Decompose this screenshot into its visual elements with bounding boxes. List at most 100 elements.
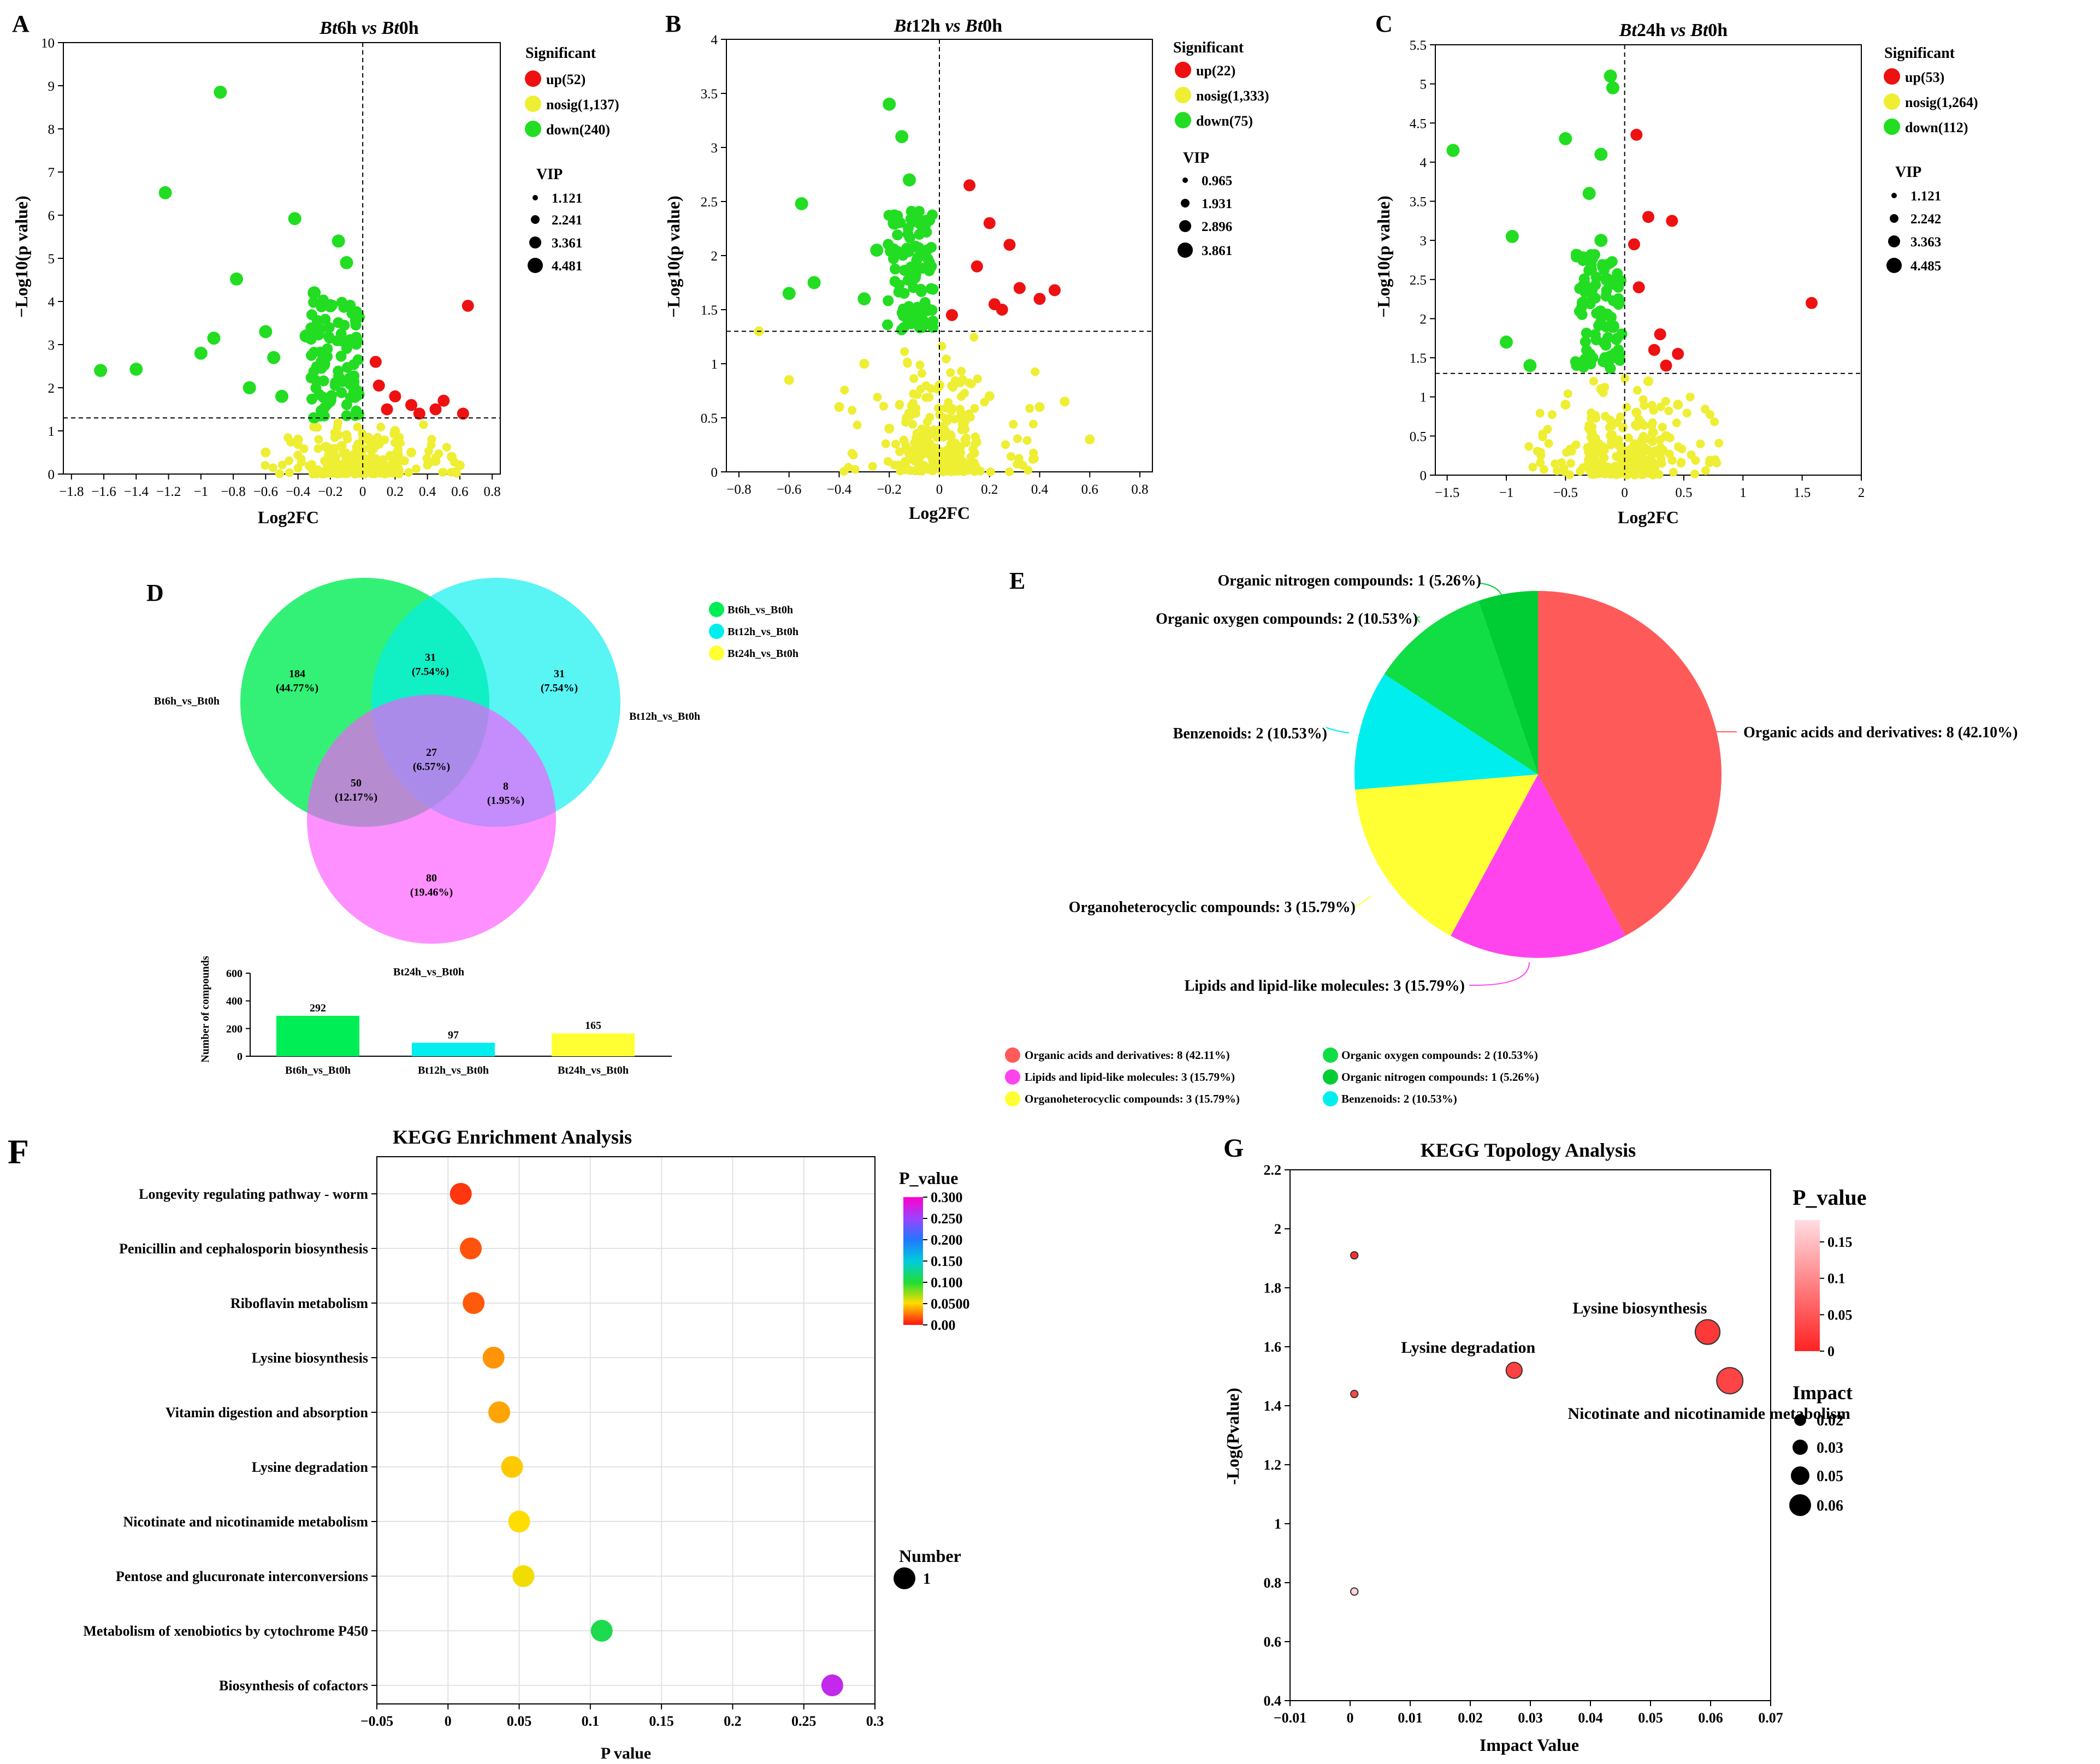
volcano-a-point-nosig [341, 456, 350, 465]
kegg-enrichment-xtick-label: −0.05 [360, 1713, 393, 1729]
legend-c-down-swatch [1884, 119, 1900, 135]
volcano-c-point-nosig [1685, 392, 1695, 401]
kegg-topology-colorbar-label: 0 [1827, 1343, 1835, 1359]
volcano-c-point-nosig [1648, 418, 1657, 427]
kegg-enrichment-colorbar-label: 0.200 [931, 1232, 963, 1248]
volcano-c-point-nosig [1641, 461, 1650, 471]
volcano-b-point-nosig [850, 465, 860, 474]
volcano-c-point-nosig [1701, 404, 1710, 413]
kegg-topology-xtick-label: −0.01 [1274, 1710, 1306, 1726]
volcano-a-point-down [275, 389, 288, 403]
volcano-c-point-down [1446, 144, 1460, 157]
volcano-c-point-nosig [1591, 411, 1600, 420]
pie-legend-benzenoids: Benzenoids: 2 (10.53%) [1341, 1092, 1457, 1105]
volcano-b-point-nosig [895, 400, 904, 410]
legend-a-vip-2: 2.241 [552, 213, 582, 228]
volcano-a-point-up [462, 299, 474, 312]
venn-legend-bt12h-swatch [709, 624, 724, 639]
volcano-a-ytick-label: 9 [48, 79, 55, 94]
volcano-b-point-down [904, 232, 915, 244]
volcano-b-point-nosig [879, 401, 888, 411]
kegg-enrichment-point [482, 1347, 505, 1369]
kegg-topology-frame [1289, 1169, 1771, 1701]
volcano-a-point-nosig [377, 467, 386, 476]
volcano-a-point-nosig [293, 434, 303, 445]
volcano-b-point-nosig [839, 467, 849, 476]
venn-legend-bt24h-swatch [709, 646, 724, 661]
pie-label-lipids: Lipids and lipid-like molecules: 3 (15.7… [1185, 978, 1465, 995]
volcano-c-point-nosig [1578, 463, 1588, 472]
pie-leaders [1326, 583, 1737, 986]
volcano-b-point-nosig [891, 440, 900, 449]
pie-legend-organoheterocyclic: Organoheterocyclic compounds: 3 (15.79%) [1025, 1092, 1240, 1105]
volcano-b-ytick-label: 2 [711, 249, 718, 264]
volcano-c-point-down [1582, 187, 1596, 200]
volcano-b-point-nosig [912, 435, 921, 445]
pie-label-acids: Organic acids and derivatives: 8 (42.10%… [1743, 724, 2018, 741]
volcano-a-point-down [332, 234, 345, 248]
volcano-c-ytick-label: 1.5 [1410, 351, 1427, 366]
bar-category-label: Bt24h_vs_Bt0h [558, 1064, 629, 1076]
legend-b-vip-dot-4 [1178, 242, 1193, 258]
volcano-c-ytick-label: 1 [1420, 390, 1427, 405]
volcano-a-legend: Significant up(52) nosig(1,137) down(240… [525, 45, 619, 274]
volcano-c-point-down [1606, 319, 1619, 333]
volcano-a-point-nosig [404, 468, 413, 477]
kegg-topology-chart: KEGG Topology Analysis −0.01 0 0.01 0.02 0.0… [1223, 1139, 1867, 1755]
legend-b-up-swatch [1175, 62, 1191, 78]
volcano-c-point-nosig [1665, 449, 1674, 459]
volcano-a-point-nosig [364, 433, 373, 442]
volcano-c-point-down [1505, 230, 1519, 244]
volcano-b-point-nosig [938, 467, 948, 476]
kegg-topology-ytick-label: 0.4 [1264, 1693, 1282, 1709]
volcano-b-point-nosig [902, 446, 911, 455]
volcano-b-point-nosig [902, 413, 911, 423]
volcano-c-legend: Significant up(53) nosig(1,264) down(112… [1884, 45, 1978, 274]
volcano-c-point-down [1606, 311, 1617, 323]
volcano-c-point-nosig [1627, 459, 1636, 469]
pie-slice-acids [1538, 591, 1722, 936]
kegg-topology-point [1716, 1367, 1744, 1395]
kegg-enrichment-chart: KEGG Enrichment Analysis −0.05 0 0.05 0.1 0.… [83, 1126, 969, 1762]
volcano-c-point-nosig [1705, 455, 1714, 465]
volcano-a-ytick-label: 0 [48, 467, 55, 482]
volcano-b-point-down [898, 322, 909, 333]
volcano-b-ytick-label: 2.5 [701, 195, 718, 210]
volcano-a-point-down [325, 394, 336, 406]
venn-label-bt12h: Bt12h_vs_Bt0h [629, 711, 700, 723]
volcano-c-ytick-label: 0.5 [1410, 429, 1427, 444]
volcano-c-point-down [1576, 309, 1588, 320]
kegg-topology-size-dot-3 [1791, 1466, 1809, 1485]
venn-region-6h12h-count: 31 [425, 652, 436, 664]
kegg-topology-size-dot-2 [1793, 1440, 1808, 1455]
pie-legend-oxygen-swatch [1323, 1047, 1338, 1063]
legend-c-vip-dot-4 [1886, 258, 1902, 273]
volcano-b-point-nosig [1013, 434, 1022, 443]
volcano-b-point-nosig [840, 386, 849, 395]
volcano-a-point-nosig [427, 435, 436, 444]
volcano-a-point-nosig [338, 441, 347, 450]
volcano-a-point-nosig [442, 442, 451, 452]
volcano-a-point-down [288, 212, 301, 226]
volcano-a-point-nosig [313, 444, 323, 453]
volcano-c-point-nosig [1563, 389, 1572, 398]
kegg-topology-point-label: Lysine degradation [1401, 1339, 1535, 1357]
legend-c-vip-2: 2.242 [1910, 212, 1941, 227]
venn-legend-bt6h-swatch [709, 602, 724, 617]
volcano-a-point-up [413, 407, 425, 420]
volcano-c-point-down [1500, 335, 1513, 349]
kegg-topology-xlabel: Impact Value [1480, 1735, 1579, 1755]
volcano-b-point-down [902, 173, 916, 187]
kegg-topology-xtick-label: 0.02 [1458, 1710, 1483, 1726]
volcano-b-point-nosig [1022, 436, 1032, 445]
kegg-topology-point [1350, 1587, 1359, 1596]
bar-1 [276, 1016, 359, 1056]
volcano-a-point-nosig [342, 469, 352, 478]
volcano-plot-b: Bt12h vs Bt0h −0.8 −0.6 −0.4 −0.2 0 0.2 0.4 0.6… [664, 16, 1269, 523]
volcano-c-point-down [1593, 320, 1605, 332]
volcano-b-point-nosig [965, 378, 974, 387]
volcano-b-point-nosig [884, 423, 895, 434]
volcano-c-point-nosig [1606, 440, 1616, 449]
volcano-b-point-up [1013, 282, 1026, 294]
volcano-b-point-nosig [921, 393, 931, 402]
